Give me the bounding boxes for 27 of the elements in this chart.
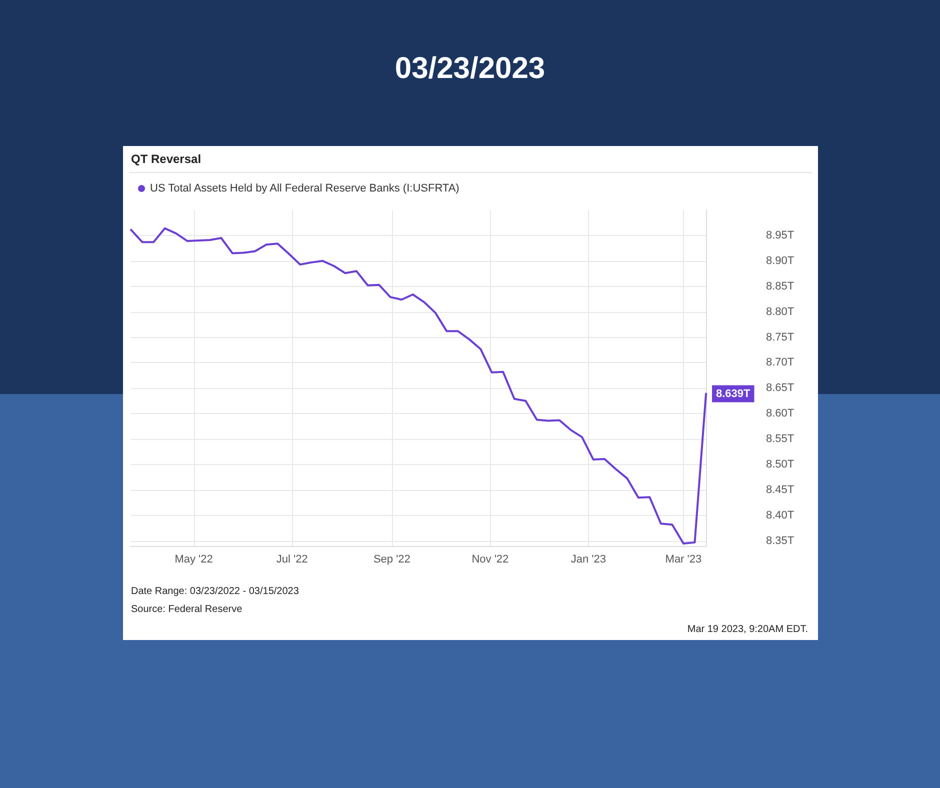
y-tick-label: 8.55T <box>766 433 794 446</box>
y-tick-label: 8.35T <box>766 534 794 547</box>
line-series <box>130 227 707 544</box>
y-tick-label: 8.75T <box>766 331 794 344</box>
y-tick-label: 8.95T <box>766 229 794 242</box>
data-label: 8.639T <box>716 388 751 400</box>
legend-label: US Total Assets Held by All Federal Reserve Banks (I:USFRTA) <box>150 182 460 194</box>
y-tick-label: 8.60T <box>766 408 794 420</box>
y-tick-label: 8.90T <box>766 254 794 267</box>
x-tick-label: Sep '22 <box>373 554 410 566</box>
y-tick-label: 8.50T <box>766 458 794 471</box>
y-tick-label: 8.80T <box>766 306 794 318</box>
y-tick-label: 8.70T <box>766 356 794 369</box>
chart-title: QT Reversal <box>131 152 202 166</box>
x-tick-label: Jul '22 <box>276 554 308 566</box>
y-tick-label: 8.40T <box>766 509 794 522</box>
y-tick-label: 8.65T <box>766 382 794 394</box>
text: Mar 19 2023, 9:20AM EDT. <box>687 624 808 635</box>
x-tick-label: May '22 <box>174 554 213 566</box>
text: Date Range: 03/23/2022 - 03/15/2023 <box>131 586 299 597</box>
x-tick-label: Mar '23 <box>665 554 702 566</box>
source-note: Source: Federal Reserve <box>131 604 242 615</box>
y-tick-label: 8.45T <box>766 484 794 496</box>
y-tick-label: 8.85T <box>766 280 794 292</box>
chart-subtitle: 03/23/2023 <box>394 52 546 86</box>
x-tick-label: Nov '22 <box>472 554 509 566</box>
x-tick-label: Jan '23 <box>570 554 606 566</box>
